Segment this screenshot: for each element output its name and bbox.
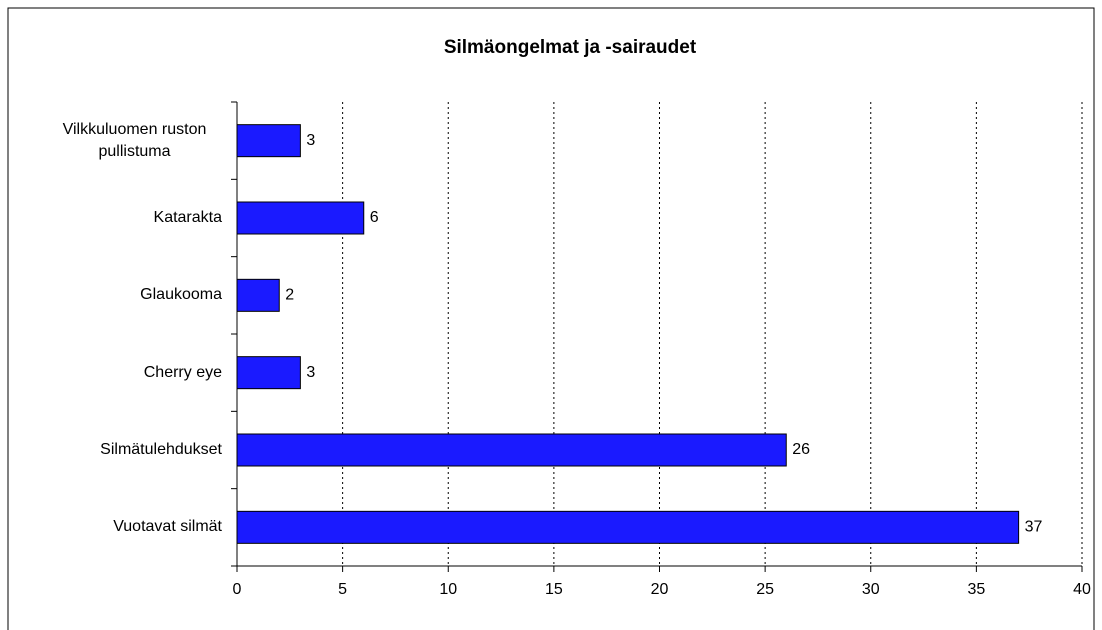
value-label: 3	[306, 132, 315, 149]
value-label: 2	[285, 287, 294, 304]
y-tick-label-box: Katarakta	[22, 207, 222, 229]
y-tick-label: Vilkkuluomen ruston pullistuma	[62, 120, 207, 160]
y-tick-label: Vuotavat silmät	[113, 518, 222, 536]
x-tick-label: 20	[651, 581, 669, 598]
value-label: 3	[306, 364, 315, 381]
x-tick-label: 30	[862, 581, 880, 598]
x-tick-label: 25	[756, 581, 774, 598]
x-tick-label: 15	[545, 581, 563, 598]
value-label: 6	[370, 209, 379, 226]
value-label: 26	[792, 441, 810, 458]
y-tick-label-box: Glaukooma	[22, 284, 222, 306]
x-tick-label: 40	[1073, 581, 1091, 598]
bar	[236, 201, 365, 235]
y-tick-label: Katarakta	[153, 209, 222, 226]
y-tick-label: Silmätulehdukset	[100, 441, 222, 458]
bar	[236, 510, 1020, 544]
x-tick-label: 35	[967, 581, 985, 598]
chart-title: Silmäongelmat ja -sairaudet	[444, 37, 697, 58]
y-tick-label-box: Cherry eye	[22, 362, 222, 384]
bar	[236, 124, 301, 158]
bar	[236, 433, 787, 467]
bar	[236, 278, 280, 312]
y-tick-label: Cherry eye	[143, 363, 222, 381]
x-tick-label: 10	[439, 581, 457, 598]
value-label: 37	[1025, 519, 1043, 536]
bar	[236, 356, 301, 390]
y-tick-label-box: Silmätulehdukset	[22, 439, 222, 461]
y-tick-label-box: Vilkkuluomen ruston pullistuma	[22, 119, 222, 163]
y-tick-label-box: Vuotavat silmät	[22, 516, 222, 538]
x-tick-label: 5	[338, 581, 347, 598]
y-tick-label: Glaukooma	[140, 286, 222, 304]
x-tick-label: 0	[233, 581, 242, 598]
